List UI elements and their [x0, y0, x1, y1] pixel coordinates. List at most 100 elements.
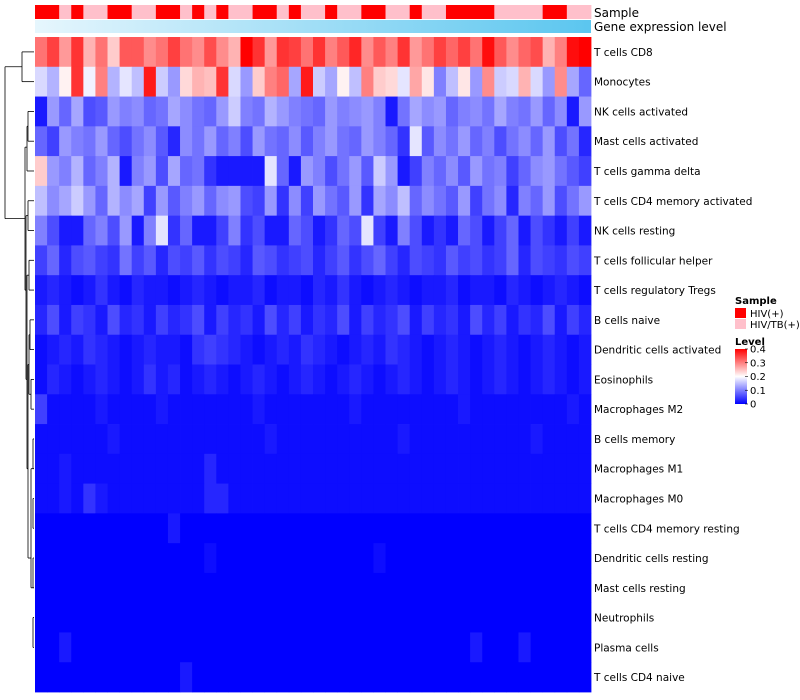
sample-cell	[143, 5, 157, 19]
heatmap-cell	[228, 483, 241, 514]
heatmap-cell	[180, 602, 193, 633]
heatmap-cell	[482, 453, 495, 484]
heatmap-cell	[300, 394, 314, 425]
heatmap-cell	[95, 513, 108, 544]
heatmap-cell	[107, 245, 121, 276]
heatmap-cell	[143, 453, 157, 484]
heatmap-cell	[494, 96, 507, 127]
heatmap-cell	[95, 215, 108, 246]
heatmap-cell	[95, 483, 108, 514]
heatmap-cell	[433, 662, 447, 693]
heatmap-cell	[119, 185, 133, 217]
heatmap-cell	[445, 572, 459, 604]
heatmap-cell	[288, 304, 302, 336]
sample-legend: Sample HIV(+) HIV/TB(+)	[735, 296, 800, 331]
heatmap-cell	[276, 424, 290, 455]
heatmap-cell	[325, 275, 338, 306]
heatmap-cell	[325, 572, 338, 604]
heatmap-cell	[131, 215, 145, 246]
heatmap-cell	[494, 126, 507, 157]
heatmap-cell	[458, 364, 471, 395]
heatmap-cell	[252, 96, 266, 127]
heatmap-cell	[216, 185, 229, 217]
heatmap-cell	[240, 66, 253, 97]
sample-cell	[47, 5, 60, 19]
heatmap-cell	[83, 185, 96, 217]
heatmap-cell	[385, 275, 399, 306]
heatmap-cell	[71, 543, 84, 574]
heatmap-cell	[445, 66, 459, 97]
sample-cell	[445, 5, 459, 19]
heatmap-cell	[397, 453, 411, 484]
sample-cell	[180, 5, 193, 19]
heatmap-cell	[421, 453, 435, 484]
heatmap-cell	[518, 156, 531, 187]
heatmap-cell	[155, 572, 169, 604]
heatmap-cell	[325, 96, 338, 127]
heatmap-cell	[155, 96, 169, 127]
heatmap-cell	[264, 364, 278, 395]
heatmap-cell	[349, 126, 362, 157]
sample-cell	[131, 5, 145, 19]
heatmap-cell	[288, 394, 302, 425]
heatmap-cell	[204, 275, 217, 306]
heatmap-cell	[288, 275, 302, 306]
heatmap-cell	[482, 185, 495, 217]
heatmap-cell	[264, 662, 278, 693]
heatmap-cell	[349, 245, 362, 276]
heatmap-cell	[361, 37, 374, 68]
heatmap-cell	[264, 543, 278, 574]
heatmap-cell	[228, 513, 241, 544]
heatmap-cell	[252, 245, 266, 276]
heatmap-cell	[313, 304, 326, 336]
heatmap-cell	[192, 304, 205, 336]
heatmap-cell	[542, 424, 556, 455]
heatmap-cell	[288, 483, 302, 514]
heatmap-cell	[131, 662, 145, 693]
heatmap-cell	[180, 156, 193, 187]
heatmap-cell	[518, 364, 531, 395]
heatmap-cell	[155, 275, 169, 306]
heatmap-cell	[421, 275, 435, 306]
heatmap-cell	[349, 572, 362, 604]
sample-cell	[518, 5, 531, 19]
heatmap-cell	[578, 602, 592, 633]
heatmap-cell	[204, 453, 217, 484]
sample-annotation-track	[35, 5, 592, 19]
heatmap-cell	[83, 543, 96, 574]
heatmap-cell	[47, 96, 60, 127]
heatmap-cell	[361, 156, 374, 187]
heatmap-cell	[506, 513, 519, 544]
heatmap-cell	[155, 602, 169, 633]
heatmap-cell	[59, 66, 72, 97]
heatmap-cell	[276, 453, 290, 484]
heatmap-cell	[433, 156, 447, 187]
heatmap-cell	[494, 37, 507, 68]
heatmap-cell	[216, 424, 229, 455]
heatmap-cell	[143, 334, 157, 365]
heatmap-cell	[409, 245, 423, 276]
heatmap-cell	[119, 66, 133, 97]
heatmap-cell	[300, 304, 314, 336]
heatmap-cell	[470, 156, 483, 187]
heatmap-cell	[458, 126, 471, 157]
heatmap-cell	[337, 513, 350, 544]
heatmap-cell	[192, 543, 205, 574]
heatmap-cell	[192, 513, 205, 544]
heatmap-cell	[204, 185, 217, 217]
heatmap-cell	[95, 572, 108, 604]
heatmap-cell	[566, 602, 580, 633]
heatmap-cell	[445, 156, 459, 187]
heatmap-cell	[59, 572, 72, 604]
heatmap-cell	[337, 185, 350, 217]
heatmap-cell	[228, 185, 241, 217]
heatmap-cell	[506, 156, 519, 187]
level-legend: Level 0.4 0.3 0.2 0.1 0	[735, 337, 766, 411]
heatmap-cell	[192, 572, 205, 604]
heatmap-cell	[373, 304, 386, 336]
heatmap-cell	[494, 424, 507, 455]
heatmap-cell	[566, 126, 580, 157]
heatmap-cell	[167, 632, 181, 663]
heatmap-cell	[240, 185, 253, 217]
heatmap-cell	[131, 394, 145, 425]
